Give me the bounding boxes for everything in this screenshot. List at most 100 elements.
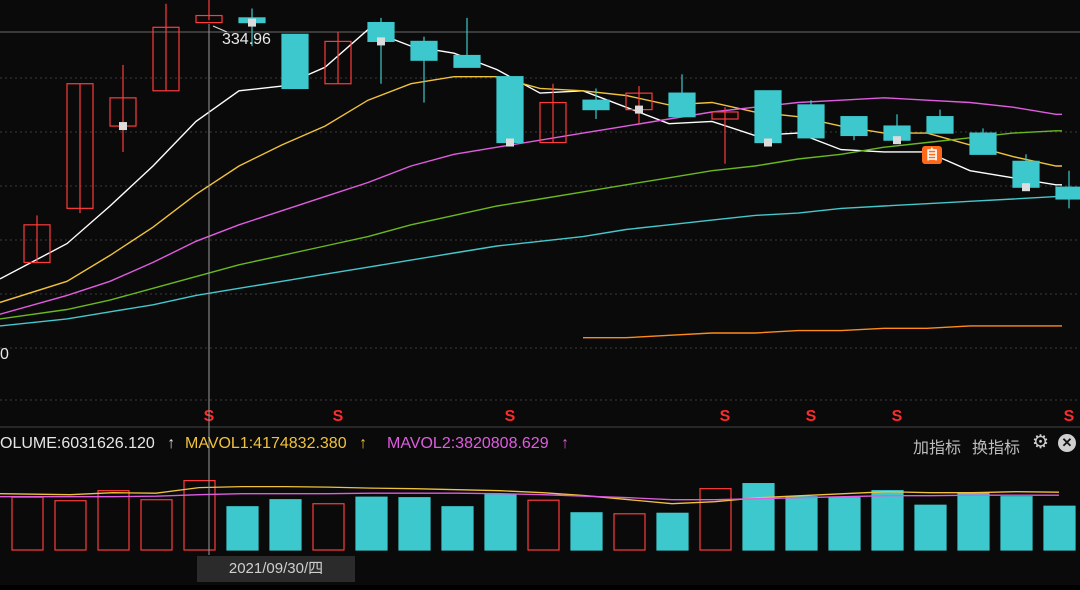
gear-icon[interactable]: ⚙ (1032, 432, 1050, 453)
candle (668, 74, 696, 118)
close-icon[interactable]: ✕ (1058, 434, 1076, 452)
candle (410, 36, 438, 103)
trade-marker: S (720, 408, 731, 425)
volume-average-lines (0, 485, 1060, 505)
add-indicator-button[interactable]: 加指标 (913, 440, 962, 457)
candle (1012, 154, 1040, 188)
volume-bar (785, 496, 818, 551)
candle-body (195, 14, 223, 24)
switch-indicator-button[interactable]: 换指标 (972, 440, 1021, 457)
volume-bar (828, 497, 861, 551)
candle (797, 100, 825, 139)
candle-body (152, 26, 180, 92)
candle-marker-square (764, 138, 772, 147)
candle (539, 83, 567, 144)
candle (23, 215, 51, 264)
candle (883, 114, 911, 141)
trade-marker: S (1064, 408, 1075, 425)
volume-bar (1043, 505, 1076, 551)
mavol1-arrow-icon: ↑ (359, 435, 368, 452)
volume-bar (355, 496, 388, 551)
volume-bar (183, 480, 216, 551)
candle (625, 86, 653, 124)
volume-bar (269, 499, 302, 551)
self-select-badge[interactable]: 自 (922, 146, 942, 164)
candle-body (668, 92, 696, 118)
volume-bar (656, 512, 689, 551)
volume-bar (226, 506, 259, 551)
volume-value: OLUME:6031626.120 ↑ (0, 435, 175, 453)
volume-bar (570, 512, 603, 551)
candle (66, 83, 94, 214)
candle-marker-square (506, 138, 514, 147)
volume-bars (11, 480, 1076, 551)
mavol2-label: MAVOL2:3820808.629 (387, 435, 549, 452)
volume-bar (699, 488, 732, 551)
volume-bar (441, 506, 474, 551)
candle-body (1055, 186, 1080, 200)
indicator-bar: OLUME:6031626.120 ↑ MAVOL1:4174832.380 ↑… (0, 428, 1080, 460)
volume-bar (398, 497, 431, 551)
candle (582, 88, 610, 120)
trade-marker: S (806, 408, 817, 425)
trade-marker: S (333, 408, 344, 425)
trade-marker: S (892, 408, 903, 425)
candle (754, 90, 782, 144)
trade-marker: S (505, 408, 516, 425)
candle (195, 0, 223, 24)
candle-body (754, 90, 782, 144)
candle-marker-square (1022, 183, 1030, 192)
ma-line-4 (0, 130, 1062, 320)
candle-body (711, 111, 739, 120)
ma-line-1 (0, 28, 1062, 280)
mavol-line-1 (0, 485, 1060, 505)
volume-bar (97, 490, 130, 551)
mavol1-label: MAVOL1:4174832.380 (185, 435, 347, 452)
candle-marker-square (893, 136, 901, 145)
crosshair (208, 24, 228, 555)
candle (453, 17, 481, 68)
candle-body (539, 101, 567, 144)
candles (23, 0, 1080, 264)
candle (496, 76, 524, 145)
candle-body (66, 83, 94, 209)
volume-bar (914, 504, 947, 551)
candle (152, 3, 180, 92)
volume-bar (140, 499, 173, 551)
volume-bar (957, 492, 990, 551)
volume-arrow-icon: ↑ (167, 435, 176, 452)
mavol-line-2 (0, 492, 1059, 501)
candle-body (23, 224, 51, 264)
candle-body (324, 40, 352, 85)
volume-bar (11, 496, 44, 551)
ma-line-3 (0, 97, 1062, 315)
candle (969, 128, 997, 155)
volume-bar (613, 513, 646, 551)
candle-marker-square (119, 122, 127, 131)
candle-body (582, 99, 610, 111)
candle (109, 64, 137, 152)
candle (367, 17, 395, 84)
price-grid (0, 31, 1080, 428)
candle (711, 107, 739, 164)
candle-body (840, 116, 868, 137)
mavol2-arrow-icon: ↑ (561, 435, 570, 452)
ma-line-5 (0, 195, 1062, 327)
candle-marker-square (248, 18, 256, 27)
mavol1-value: MAVOL1:4174832.380 ↑ (185, 435, 367, 453)
candle-body (281, 33, 309, 90)
high-price-label: 334.96 (222, 31, 271, 48)
ma-line-6 (583, 325, 1062, 339)
candle (324, 32, 352, 85)
volume-bar (484, 494, 517, 551)
candle-body (410, 40, 438, 61)
candle-body (797, 104, 825, 139)
volume-bar (1000, 496, 1033, 551)
candle (926, 109, 954, 134)
candle-body (969, 132, 997, 155)
ma-line-2 (0, 76, 1062, 304)
candle-marker-square (635, 105, 643, 114)
